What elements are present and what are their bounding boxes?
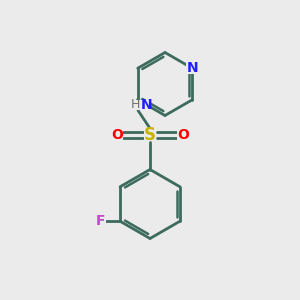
- Text: S: S: [144, 126, 156, 144]
- Text: O: O: [177, 128, 189, 142]
- Text: H: H: [131, 98, 140, 112]
- Text: F: F: [96, 214, 105, 228]
- FancyBboxPatch shape: [177, 129, 189, 141]
- FancyBboxPatch shape: [111, 129, 123, 141]
- Text: O: O: [111, 128, 123, 142]
- FancyBboxPatch shape: [144, 129, 156, 141]
- FancyBboxPatch shape: [95, 216, 106, 226]
- FancyBboxPatch shape: [132, 100, 152, 110]
- Text: N: N: [187, 61, 198, 75]
- FancyBboxPatch shape: [186, 63, 198, 74]
- Text: N: N: [140, 98, 152, 112]
